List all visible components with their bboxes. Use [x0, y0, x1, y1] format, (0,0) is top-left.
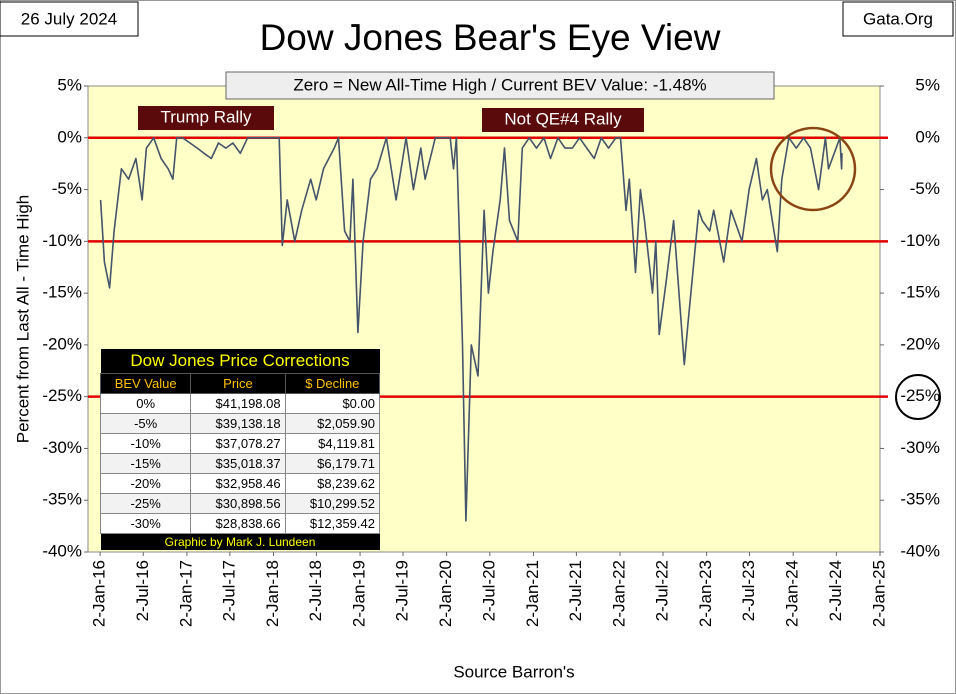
y-tick-label: 0% — [57, 127, 82, 146]
x-tick-label: 2-Jan-18 — [263, 560, 282, 627]
table-row: 0% $41,198.08 $0.00 — [99, 393, 381, 414]
y2-tick-label: -10% — [900, 231, 940, 250]
y-tick-label: -25% — [42, 386, 82, 405]
y2-tick-label: -35% — [900, 490, 940, 509]
y2-tick-label: 5% — [915, 75, 940, 94]
table-cell: $12,359.42 — [284, 513, 381, 534]
y-tick-label: -10% — [42, 231, 82, 250]
table-cell: $8,239.62 — [284, 473, 381, 494]
table-cell: Dow Jones Price Corrections — [100, 349, 380, 374]
table-row: -25% $30,898.56 $10,299.52 — [99, 493, 381, 514]
y-tick-label: -30% — [42, 438, 82, 457]
x-tick-label: 2-Jul-16 — [133, 560, 152, 621]
x-tick-label: 2-Jul-23 — [739, 560, 758, 621]
corrections-table: Dow Jones Price Corrections BEV Value Pric… — [99, 349, 381, 550]
y2-tick-label: -15% — [900, 283, 940, 302]
y-tick-label: -15% — [42, 283, 82, 302]
x-tick-label: 2-Jul-22 — [652, 560, 671, 621]
table-cell: $39,138.18 — [190, 413, 286, 434]
annotation: Trump Rally — [161, 107, 252, 126]
x-tick-label: 2-Jan-21 — [523, 560, 542, 627]
y2-tick-label: -20% — [900, 334, 940, 353]
table-cell: -25% — [99, 493, 192, 514]
table-cell: Price — [190, 373, 286, 394]
y-tick-label: -40% — [42, 541, 82, 560]
table-cell: $41,198.08 — [190, 393, 286, 414]
table-cell: Graphic by Mark J. Lundeen — [100, 533, 380, 550]
banner: Zero = New All-Time High / Current BEV V… — [293, 75, 706, 94]
y2-tick-label: -40% — [900, 541, 940, 560]
table-footer-row: Graphic by Mark J. Lundeen — [100, 533, 380, 550]
x-tick-label: 2-Jul-24 — [826, 560, 845, 621]
table-cell: BEV Value — [99, 373, 192, 394]
y2-tick-label: 0% — [915, 127, 940, 146]
highlight-ellipse — [769, 126, 857, 212]
table-cell: $35,018.37 — [190, 453, 286, 474]
x-tick-label: 2-Jul-20 — [479, 560, 498, 621]
chart-title: Dow Jones Bear's Eye View — [260, 17, 721, 58]
table-cell: $4,119.81 — [284, 433, 381, 454]
banner-box — [225, 71, 775, 100]
y2-tick-label: -5% — [910, 179, 940, 198]
annotation: Not QE#4 Rally — [504, 109, 622, 128]
date: 26 July 2024 — [21, 9, 117, 28]
annotation-box — [482, 108, 644, 132]
table-cell: $ Decline — [284, 373, 381, 394]
table-cell: -10% — [99, 433, 192, 454]
table-cell: $37,078.27 — [190, 433, 286, 454]
site-box — [842, 1, 954, 37]
x-tick-label: 2-Jan-23 — [696, 560, 715, 627]
x-tick-label: 2-Jan-16 — [90, 560, 109, 627]
x-tick-label: 2-Jul-17 — [219, 560, 238, 621]
table-cell: $30,898.56 — [190, 493, 286, 514]
x-tick-label: 2-Jan-24 — [783, 560, 802, 627]
y2-tick-label: -30% — [900, 438, 940, 457]
table-row: -20% $32,958.46 $8,239.62 — [99, 473, 381, 494]
table-row: -5% $39,138.18 $2,059.90 — [99, 413, 381, 434]
table-row: -15% $35,018.37 $6,179.71 — [99, 453, 381, 474]
table-title-row: Dow Jones Price Corrections — [100, 349, 380, 374]
table-cell: -5% — [99, 413, 192, 434]
date-box — [0, 1, 139, 37]
table-cell: -20% — [99, 473, 192, 494]
table-cell: $2,059.90 — [284, 413, 381, 434]
x-tick-label: 2-Jan-19 — [350, 560, 369, 627]
y2-tick-label: -25% — [900, 386, 940, 405]
table-cell: $0.00 — [284, 393, 381, 414]
table-cell: $32,958.46 — [190, 473, 286, 494]
table-row: -30% $28,838.66 $12,359.42 — [99, 513, 381, 534]
y-axis-title: Percent from Last All - Time High — [13, 195, 32, 443]
y-tick-label: 5% — [57, 75, 82, 94]
table-cell: -15% — [99, 453, 192, 474]
annotation-box — [138, 106, 274, 130]
table-cell: $10,299.52 — [284, 493, 381, 514]
series-layer — [99, 137, 843, 522]
table-cell: $6,179.71 — [284, 453, 381, 474]
table-cell: $28,838.66 — [190, 513, 286, 534]
table-row: -10% $37,078.27 $4,119.81 — [99, 433, 381, 454]
x-tick-label: 2-Jan-22 — [610, 560, 629, 627]
data-line — [99, 137, 843, 522]
y-tick-label: -35% — [42, 490, 82, 509]
x-tick-label: 2-Jul-18 — [306, 560, 325, 621]
x-axis-title: Source Barron's — [453, 662, 574, 681]
y-tick-label: -20% — [42, 334, 82, 353]
x-tick-label: 2-Jul-19 — [392, 560, 411, 621]
table-cell: -30% — [99, 513, 192, 534]
x-tick-label: 2-Jan-17 — [176, 560, 195, 627]
table-cell: 0% — [99, 393, 192, 414]
x-tick-label: 2-Jul-21 — [566, 560, 585, 621]
x-tick-label: 2-Jan-25 — [869, 560, 888, 627]
y-tick-label: -5% — [52, 179, 82, 198]
x-tick-label: 2-Jan-20 — [436, 560, 455, 627]
table-header-row: BEV Value Price $ Decline — [99, 373, 381, 394]
site: Gata.Org — [863, 9, 933, 28]
highlight-circle — [895, 374, 941, 420]
